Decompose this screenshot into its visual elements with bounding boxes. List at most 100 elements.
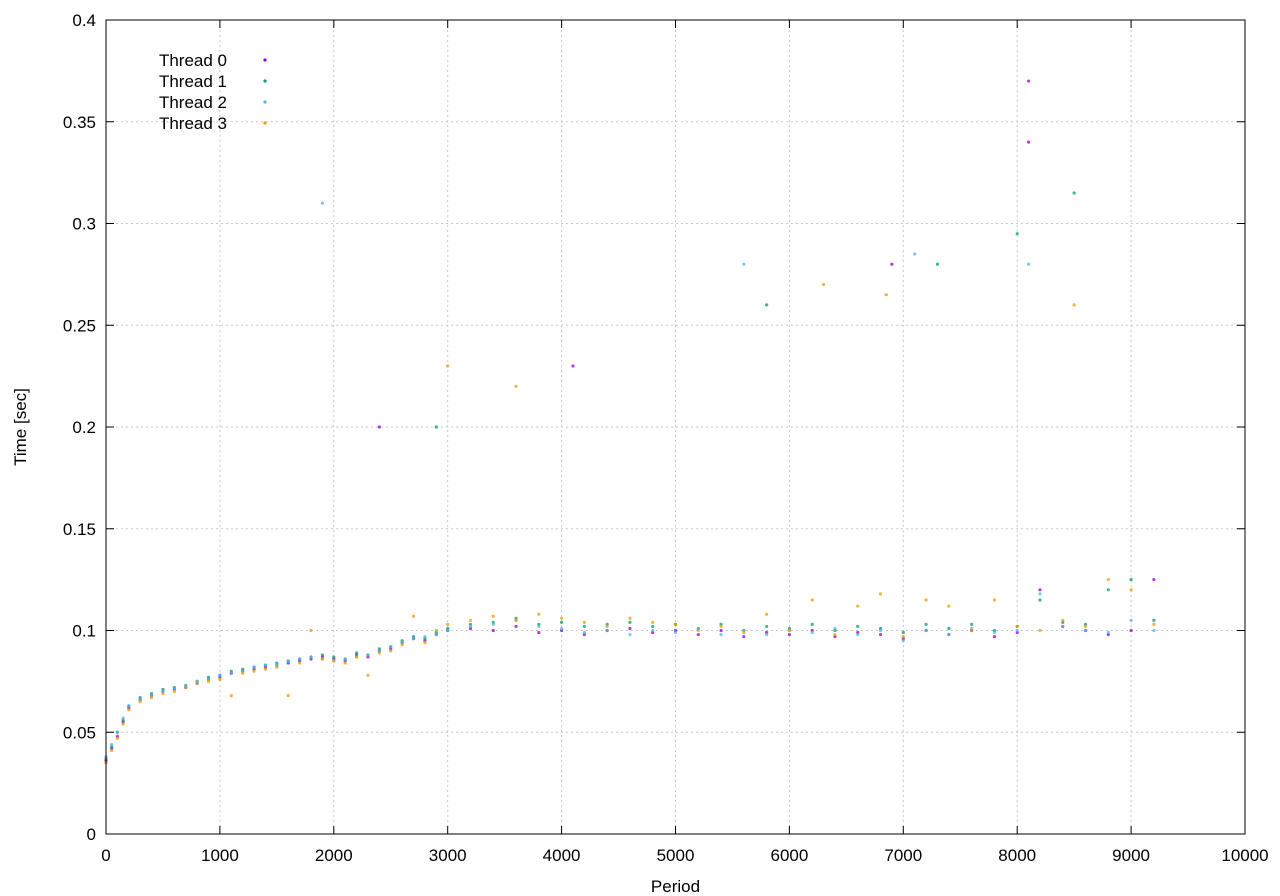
data-point (1152, 618, 1156, 622)
data-point (1061, 624, 1065, 629)
data-point (787, 632, 792, 637)
data-point (765, 624, 769, 629)
data-point (332, 655, 336, 659)
data-point (810, 598, 814, 602)
data-point (411, 614, 416, 618)
y-tick-label: 0.35 (63, 113, 96, 132)
data-point (537, 630, 541, 635)
y-tick-label: 0.05 (63, 723, 96, 742)
data-point (320, 657, 325, 661)
data-point (206, 679, 211, 683)
legend-label: Thread 3 (159, 114, 227, 133)
data-point (924, 622, 928, 626)
data-point (696, 628, 700, 633)
data-point (366, 653, 370, 657)
data-point (423, 641, 427, 645)
x-tick-label: 9000 (1112, 846, 1150, 865)
data-point (121, 716, 125, 720)
data-point (924, 598, 928, 602)
data-point (127, 704, 131, 708)
data-point (110, 742, 114, 747)
y-tick-label: 0.15 (63, 520, 96, 539)
data-point (514, 618, 518, 622)
data-point (1106, 578, 1110, 582)
data-point (366, 673, 370, 677)
data-point (628, 620, 632, 624)
data-point (309, 628, 313, 633)
data-point (628, 626, 632, 631)
legend-marker (263, 100, 267, 104)
data-point (1129, 618, 1133, 622)
data-point (913, 252, 917, 256)
data-point (298, 661, 302, 665)
y-tick-label: 0.1 (72, 622, 96, 641)
data-point (856, 624, 860, 629)
data-point (901, 639, 905, 643)
data-point (765, 303, 769, 307)
data-point (195, 681, 199, 686)
data-point (605, 624, 609, 629)
data-point (582, 620, 586, 624)
data-point (970, 628, 974, 633)
y-tick-labels: 0 0.05 0.1 0.15 0.2 0.25 0.3 0.35 0.4 (63, 11, 96, 844)
data-point (229, 671, 233, 675)
data-point (628, 616, 632, 620)
y-tick-label: 0 (87, 825, 96, 844)
data-point (582, 630, 586, 635)
data-point (947, 604, 951, 608)
data-point (389, 649, 393, 653)
x-tick-label: 3000 (429, 846, 467, 865)
data-point (446, 622, 450, 626)
x-tick-label: 2000 (315, 846, 353, 865)
data-point (184, 685, 188, 690)
data-point (241, 671, 245, 675)
data-point (1083, 624, 1088, 629)
data-point (673, 630, 678, 635)
data-point (229, 694, 233, 698)
x-tick-labels: 0 1000 2000 3000 4000 5000 6000 7000 8000 9000 100… (101, 846, 1268, 865)
data-point (787, 628, 792, 633)
x-tick-label: 5000 (657, 846, 695, 865)
axis-ticks (105, 19, 1246, 835)
data-point (673, 622, 678, 626)
data-point (924, 628, 928, 633)
data-point (149, 696, 154, 700)
data-point (628, 632, 632, 637)
data-point (1026, 262, 1031, 266)
data-point (1015, 232, 1019, 236)
data-point (252, 669, 256, 673)
data-point (1061, 618, 1065, 622)
data-point (1106, 588, 1110, 592)
data-point (377, 651, 381, 655)
data-point (320, 653, 325, 657)
legend-label: Thread 2 (159, 93, 227, 112)
data-point (605, 628, 609, 633)
data-point (810, 622, 814, 626)
data-point (970, 622, 974, 626)
data-point (1015, 628, 1019, 633)
data-point (992, 598, 997, 602)
series-2 (104, 201, 1156, 759)
data-point (514, 624, 518, 629)
data-point (992, 635, 997, 639)
data-point (560, 616, 564, 620)
y-tick-label: 0.4 (72, 11, 96, 30)
data-point (127, 708, 131, 712)
data-point (263, 663, 268, 667)
data-point (992, 630, 997, 635)
data-point (947, 632, 951, 637)
data-point (1026, 140, 1031, 144)
data-point (354, 655, 359, 659)
data-point (161, 691, 165, 696)
data-point (218, 673, 222, 677)
data-point (411, 637, 416, 641)
data-point (286, 694, 290, 698)
data-point (1015, 624, 1019, 629)
data-point (878, 628, 883, 633)
data-point (901, 630, 905, 635)
data-point (115, 736, 119, 740)
data-point (696, 632, 700, 637)
legend-marker (263, 121, 267, 125)
data-point (1129, 628, 1133, 633)
data-point (110, 748, 114, 753)
